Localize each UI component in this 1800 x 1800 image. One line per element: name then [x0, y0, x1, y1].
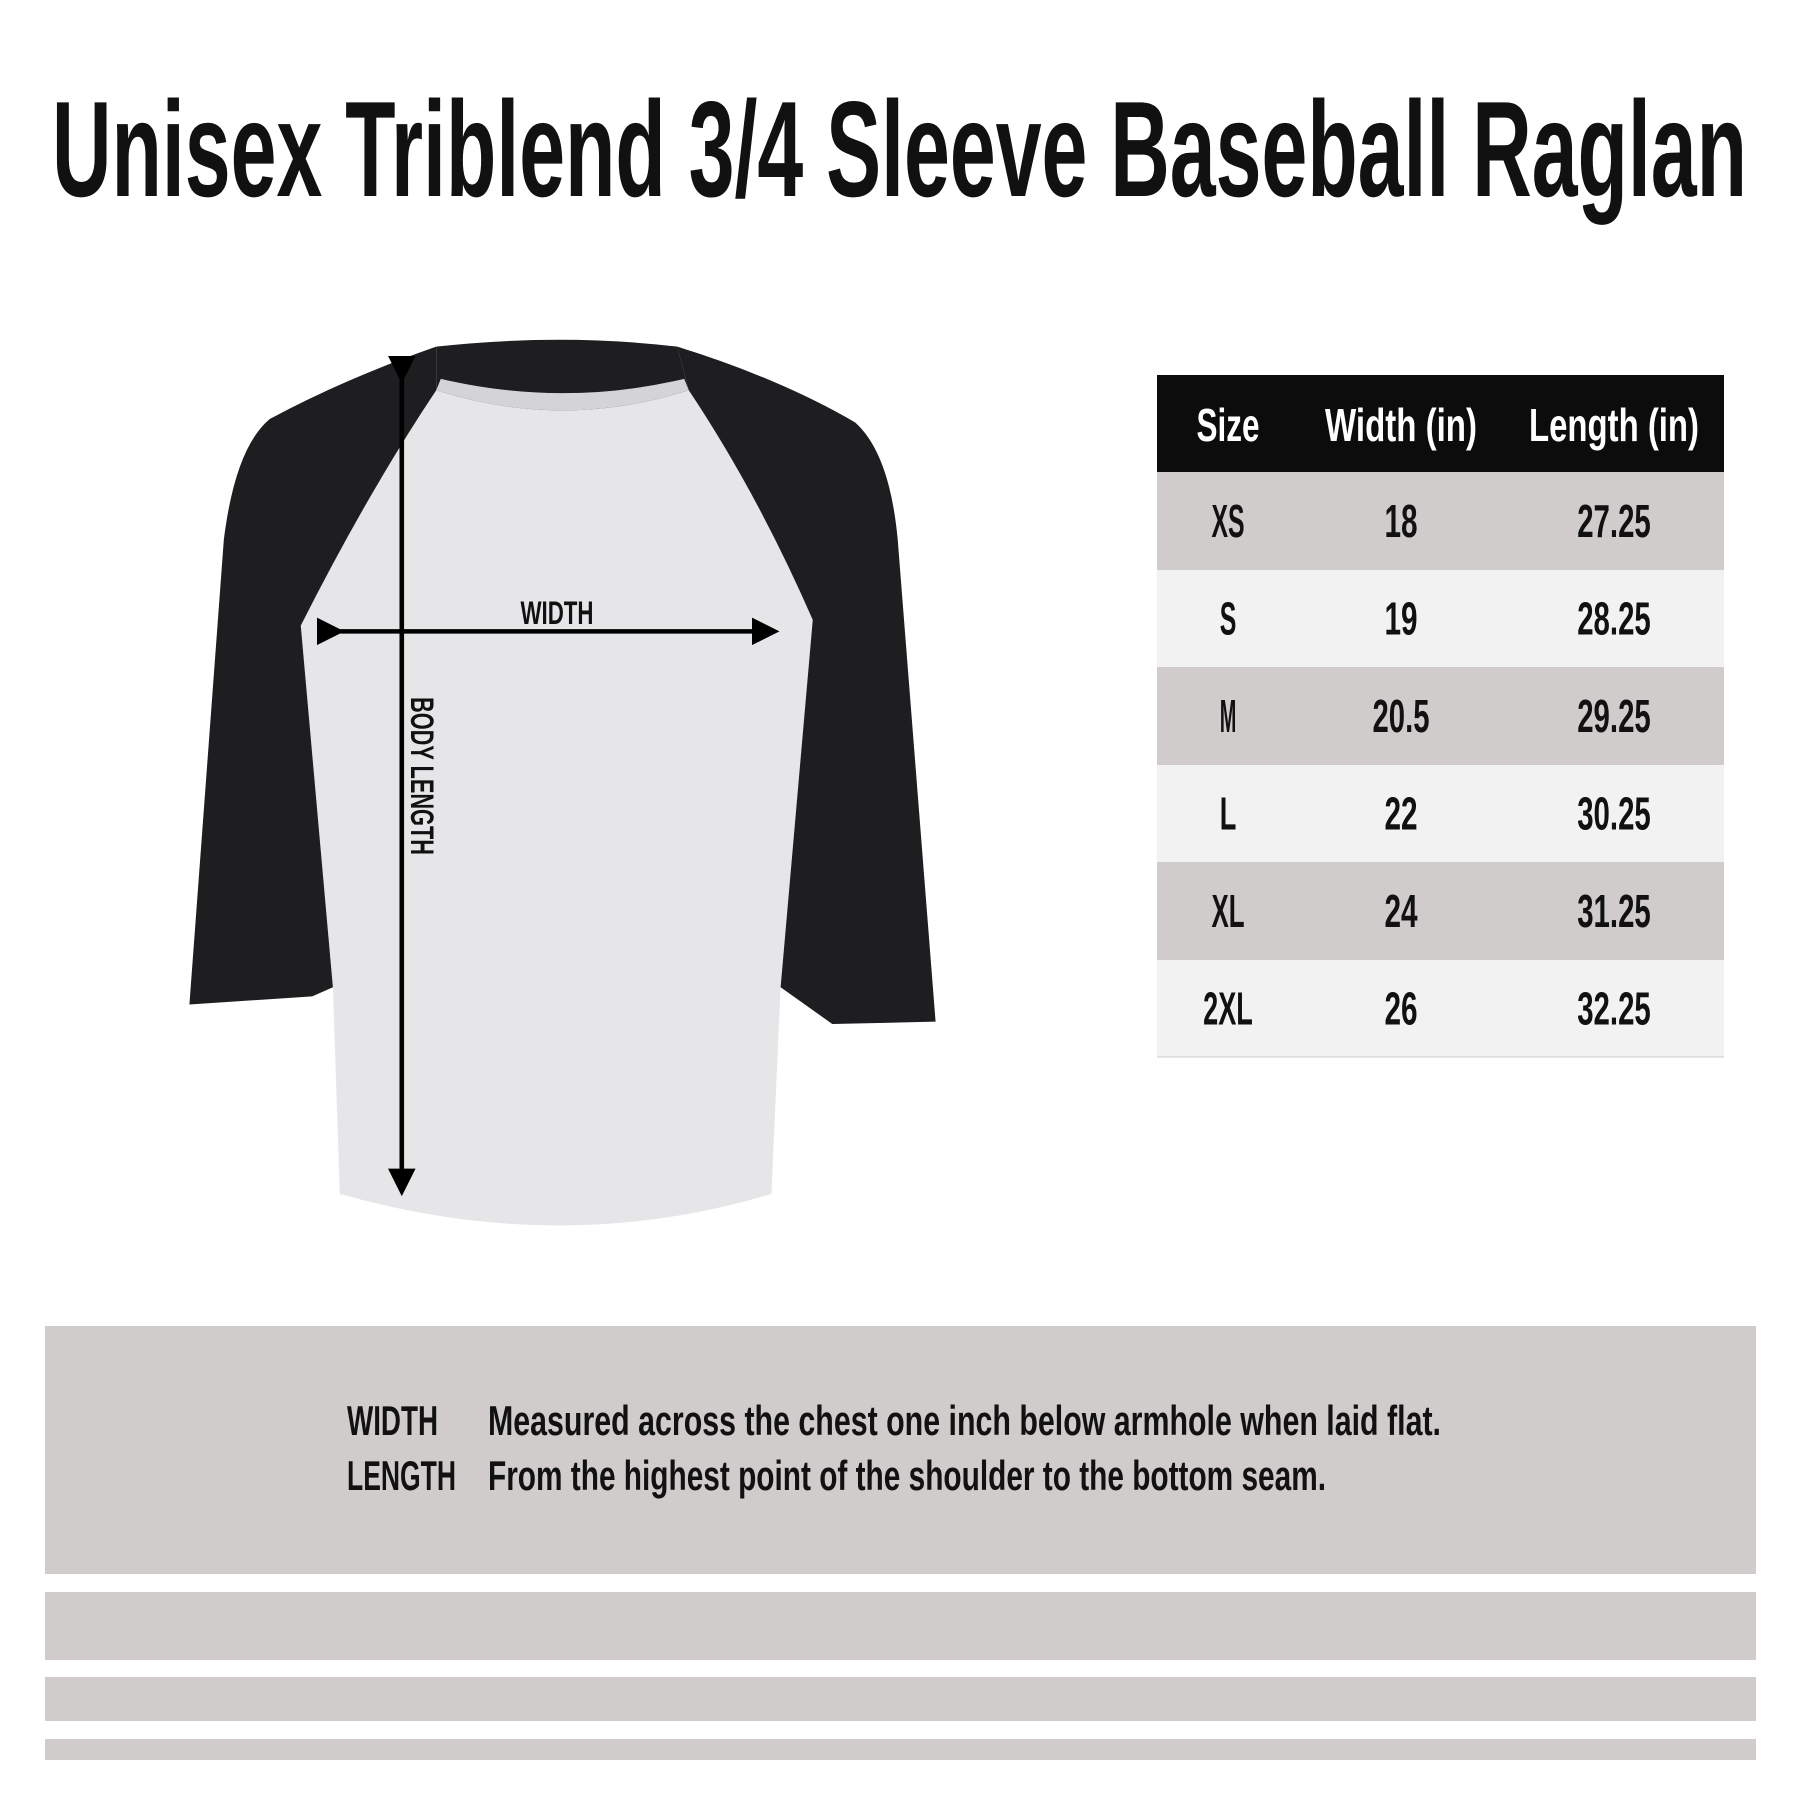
decorative-band [45, 1592, 1756, 1660]
cell-length: 30.25 [1577, 788, 1651, 840]
cell-width: 22 [1384, 788, 1417, 840]
cell-width: 24 [1384, 885, 1417, 937]
legend-panel [45, 1326, 1756, 1574]
width-label: WIDTH [521, 595, 594, 631]
body-length-label: BODY LENGTH [404, 697, 440, 855]
table-row [1157, 570, 1724, 667]
cell-size: XS [1211, 495, 1244, 547]
table-row [1157, 765, 1724, 862]
cell-length: 29.25 [1577, 690, 1651, 742]
decorative-band [45, 1739, 1756, 1760]
cell-length: 31.25 [1577, 885, 1651, 937]
header-length: Length (in) [1529, 399, 1699, 451]
cell-length: 27.25 [1577, 495, 1651, 547]
cell-length: 32.25 [1577, 983, 1651, 1035]
table-row [1157, 862, 1724, 960]
collar-inner [436, 378, 689, 411]
cell-size: XL [1211, 885, 1244, 937]
left-sleeve [189, 346, 437, 1005]
table-row [1157, 667, 1724, 765]
size-table: Size Width (in) Length (in) XS 18 27.25 S 19… [1157, 375, 1724, 1058]
legend-description: From the highest point of the shoulder t… [488, 1452, 1326, 1499]
raglan-shirt-diagram [189, 339, 936, 1226]
table-row [1157, 472, 1724, 570]
table-header [1157, 375, 1724, 472]
cell-width: 19 [1384, 593, 1417, 645]
legend-item-width: WIDTH Measured across the chest one inch… [347, 1397, 1441, 1444]
cell-width: 26 [1384, 983, 1417, 1035]
table-row [1157, 960, 1724, 1057]
cell-size: S [1220, 593, 1237, 645]
cell-size: M [1220, 690, 1237, 742]
page-title: Unisex Triblend 3/4 Sleeve Baseball Ragl… [52, 73, 1747, 225]
cell-size: 2XL [1203, 983, 1253, 1035]
legend-description: Measured across the chest one inch below… [488, 1397, 1441, 1444]
shirt-body [300, 390, 813, 1226]
decorative-band [45, 1677, 1756, 1721]
header-size: Size [1197, 399, 1260, 451]
cell-length: 28.25 [1577, 593, 1651, 645]
header-width: Width (in) [1325, 399, 1477, 451]
cell-size: L [1220, 788, 1237, 840]
legend-term: LENGTH [347, 1452, 456, 1499]
cell-width: 18 [1384, 495, 1417, 547]
right-sleeve [677, 346, 936, 1024]
cell-width: 20.5 [1373, 690, 1430, 742]
legend-term: WIDTH [347, 1397, 438, 1444]
legend-item-length: LENGTH From the highest point of the sho… [347, 1452, 1326, 1499]
